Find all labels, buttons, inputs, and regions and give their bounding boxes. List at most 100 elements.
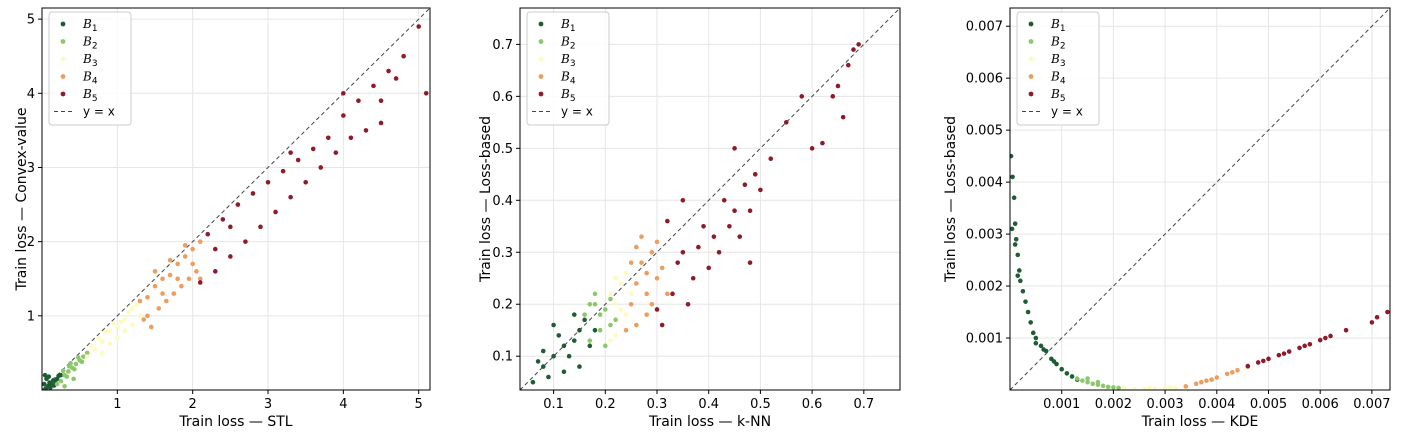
scatter-point-b5 — [1261, 358, 1266, 364]
scatter-point-b5 — [1385, 309, 1390, 315]
x-tick-label: 0.007 — [1353, 397, 1390, 412]
x-tick-label: 0.001 — [1043, 397, 1080, 412]
scatter-point-b4 — [649, 249, 655, 255]
scatter-point-b5 — [1297, 345, 1302, 351]
scatter-point-b5 — [768, 156, 774, 162]
scatter-point-b5 — [295, 157, 301, 163]
legend-box — [526, 11, 610, 126]
scatter-point-b2 — [592, 301, 598, 307]
scatter-point-b1 — [1028, 320, 1033, 325]
scatter-point-b2 — [1111, 385, 1116, 390]
x-tick-label: 0.006 — [1302, 397, 1339, 412]
scatter-point-b5 — [747, 208, 753, 213]
scatter-point-b2 — [603, 343, 608, 349]
legend-label-b5: B5 — [82, 87, 98, 104]
scatter-point-b4 — [182, 254, 188, 259]
scatter-point-b3 — [1147, 385, 1152, 390]
scatter-point-b2 — [66, 369, 71, 374]
scatter-point-b5 — [378, 120, 384, 126]
scatter-point-b2 — [597, 312, 603, 317]
scatter-point-b1 — [1012, 221, 1018, 226]
scatter-point-b5 — [386, 68, 391, 74]
scatter-point-b5 — [856, 42, 861, 47]
grid — [42, 8, 430, 390]
scatter-point-b5 — [401, 53, 406, 59]
scatter-point-b5 — [680, 197, 686, 203]
scatter-point-b5 — [1369, 320, 1375, 325]
scatter-point-b3 — [613, 333, 618, 338]
scatter-point-b1 — [577, 364, 582, 369]
scatter-point-b5 — [197, 280, 203, 285]
scatter-point-b4 — [190, 246, 195, 252]
scatter-point-b4 — [1183, 384, 1189, 389]
scatter-point-b4 — [186, 276, 192, 282]
scatter-point-b4 — [175, 261, 180, 267]
scatter-point-b5 — [333, 150, 339, 155]
scatter-point-b3 — [122, 328, 128, 333]
scatter-point-b5 — [356, 98, 361, 104]
scatter-point-b3 — [1173, 385, 1178, 390]
scatter-point-b4 — [628, 260, 634, 265]
scatter-point-b4 — [644, 312, 649, 317]
scatter-point-b1 — [1017, 268, 1022, 273]
y-axis-label: Train loss — Loss-based — [943, 116, 959, 283]
legend-label-b2: B2 — [1050, 35, 1066, 52]
scatter-point-b4 — [152, 269, 158, 274]
y-tick-label: 0.004 — [966, 176, 1003, 191]
scatter-point-b5 — [783, 120, 789, 125]
x-axis-label: Train loss — STL — [178, 414, 292, 430]
legend-marker-b4 — [1028, 74, 1034, 79]
scatter-point-b1 — [1025, 309, 1031, 315]
scatter-point-b5 — [265, 180, 271, 185]
scatter-point-b4 — [1204, 378, 1209, 383]
x-tick-label: 5 — [415, 397, 423, 412]
scatter-point-b2 — [608, 322, 613, 328]
scatter-point-b5 — [1302, 343, 1307, 349]
y-tick-label: 2 — [27, 235, 35, 250]
axes-frame — [1009, 7, 1391, 391]
legend-label-b1: B1 — [82, 17, 98, 34]
scatter-point-b5 — [341, 91, 346, 96]
scatter-point-b5 — [1323, 335, 1328, 341]
scatter-point-b5 — [809, 146, 815, 151]
scatter-point-b4 — [665, 291, 670, 297]
scatter-point-b5 — [205, 231, 211, 237]
scatter-point-b5 — [675, 260, 680, 265]
scatter-point-b2 — [1074, 376, 1080, 381]
scatter-point-b5 — [1266, 356, 1271, 362]
legend-label-b1: B1 — [560, 17, 576, 34]
scatter-point-b4 — [175, 276, 180, 282]
scatter-point-b1 — [1010, 153, 1014, 159]
scatter-point-b2 — [1105, 384, 1111, 390]
scatter-point-b1 — [592, 327, 598, 333]
legend-label-b4: B4 — [82, 70, 98, 87]
scatter-point-b1 — [577, 327, 582, 333]
scatter-point-b1 — [1013, 236, 1019, 242]
scatter-point-b2 — [597, 327, 603, 333]
x-tick-label: 0.004 — [1198, 397, 1235, 412]
scatter-points — [42, 24, 429, 390]
legend-marker-b5 — [60, 91, 66, 97]
x-tick-label: 4 — [339, 397, 347, 412]
scatter-point-b1 — [535, 359, 541, 364]
scatter-point-b1 — [556, 333, 562, 338]
scatter-point-b5 — [1343, 327, 1349, 333]
scatter-point-b5 — [258, 224, 263, 230]
scatter-point-b1 — [1033, 340, 1039, 346]
legend-label-diagonal: y = x — [561, 105, 593, 119]
scatter-point-b4 — [197, 239, 203, 244]
x-tick-label: 0.1 — [543, 397, 564, 412]
scatter-point-b1 — [42, 381, 47, 387]
scatter-point-b5 — [680, 249, 686, 255]
scatter-point-b3 — [628, 291, 634, 297]
legend-marker-b2 — [60, 39, 66, 44]
scatter-point-b2 — [62, 383, 67, 389]
scatter-point-b4 — [1198, 379, 1204, 385]
legend-marker-b1 — [1028, 21, 1034, 27]
scatter-point-b5 — [303, 180, 308, 185]
y-axis-label: Train loss — Convex-value — [14, 107, 30, 291]
scatter-point-b5 — [1307, 341, 1313, 347]
legend-label-b2: B2 — [82, 35, 98, 52]
scatter-point-b2 — [1100, 383, 1106, 389]
scatter-point-b4 — [654, 239, 660, 245]
